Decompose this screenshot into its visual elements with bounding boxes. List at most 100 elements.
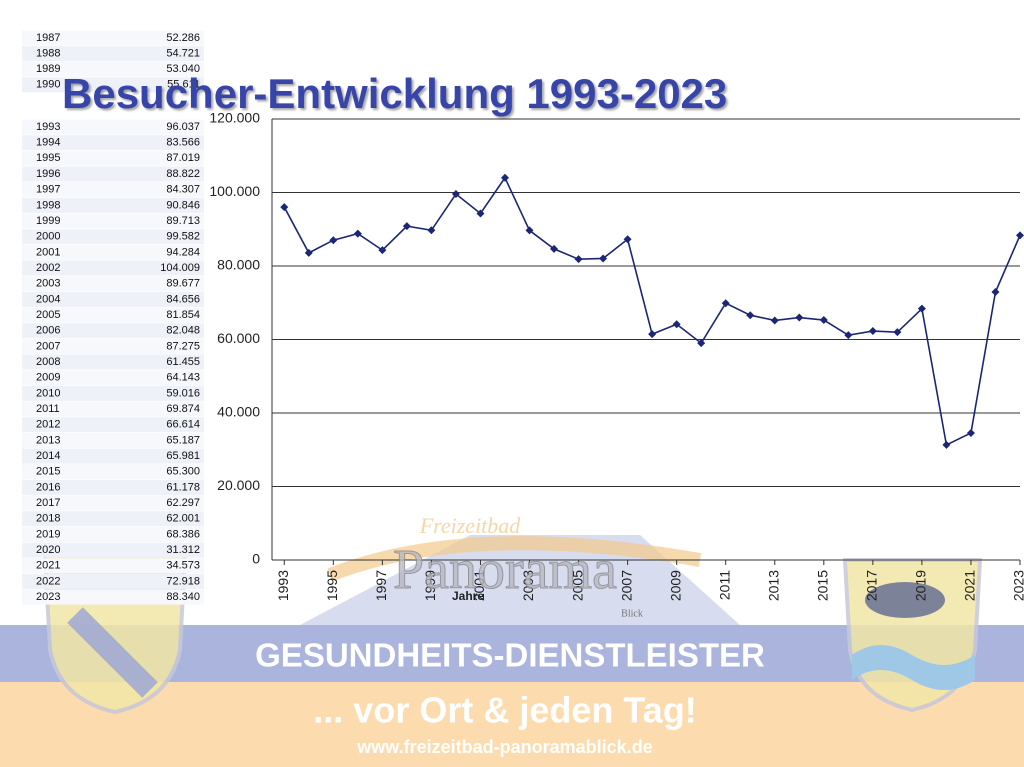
data-point [1016, 231, 1024, 240]
table-value: 34.573 [166, 560, 200, 572]
table-year: 2006 [36, 325, 60, 337]
table-year: 2016 [36, 481, 60, 493]
tagline: ... vor Ort & jeden Tag! [313, 690, 696, 731]
table-row [22, 307, 204, 323]
y-tick-label: 60.000 [217, 330, 260, 346]
table-value: 89.713 [166, 215, 200, 227]
table-year: 1998 [36, 199, 60, 211]
data-point [819, 316, 828, 325]
table-row [22, 401, 204, 417]
table-year: 2022 [36, 575, 60, 587]
x-tick-label: 2021 [962, 570, 978, 601]
table-row [22, 77, 204, 93]
table-row [22, 385, 204, 401]
logo-roof [300, 535, 740, 625]
table-value: 54.721 [166, 48, 200, 60]
x-tick-label: 2005 [569, 570, 585, 601]
table-year: 2019 [36, 528, 60, 540]
table-value: 94.284 [166, 246, 200, 258]
y-tick-label: 100.000 [209, 183, 260, 199]
table-year: 1995 [36, 152, 60, 164]
table-row [22, 276, 204, 292]
data-point [942, 440, 951, 449]
x-tick-label: 2011 [716, 570, 732, 600]
data-point [329, 236, 338, 245]
table-value: 59.016 [166, 387, 200, 399]
table-value: 96.037 [166, 121, 200, 133]
table-row [22, 542, 204, 558]
table-value: 55.611 [167, 79, 200, 91]
table-row [22, 182, 204, 198]
data-point [550, 244, 559, 253]
table-year: 2013 [36, 434, 60, 446]
x-tick-label: 2013 [765, 570, 781, 601]
table-value: 90.846 [166, 199, 200, 211]
table-value: 69.874 [166, 403, 200, 415]
table-value: 83.566 [166, 137, 200, 149]
table-year: 1997 [36, 184, 60, 196]
plot: 1987 52.286 1988 54.721 1989 53.040 1990 55.611… [22, 30, 1024, 605]
data-point [378, 246, 387, 255]
table-year: 2004 [36, 293, 60, 305]
table-value: 61.178 [166, 481, 200, 493]
x-tick-label: 2019 [913, 570, 929, 601]
table-row [22, 30, 204, 46]
data-point [721, 299, 730, 308]
chart-title: Besucher-Entwicklung 1993-2023 [62, 70, 727, 117]
table-year: 1990 [36, 79, 60, 91]
data-point [672, 320, 681, 329]
x-tick-label: 2023 [1011, 570, 1024, 601]
table-value: 61.455 [166, 356, 200, 368]
table-year: 2003 [36, 278, 60, 290]
table-value: 66.614 [166, 419, 200, 431]
y-tick-label: 80.000 [217, 257, 260, 273]
x-tick-label: 2017 [864, 570, 880, 601]
table-value: 87.275 [166, 340, 200, 352]
x-tick-label: 1999 [422, 570, 438, 601]
table-row [22, 573, 204, 589]
table-year: 2007 [36, 340, 60, 352]
data-point [844, 331, 853, 340]
data-point [427, 226, 436, 235]
data-point [623, 235, 632, 244]
logo-sub: Blick [621, 608, 643, 619]
table-year: 2023 [36, 591, 60, 603]
table-value: 84.656 [166, 293, 200, 305]
table-value: 64.143 [166, 372, 200, 384]
table-year: 2020 [36, 544, 60, 556]
table-value: 87.019 [166, 152, 200, 164]
logo-top: Freizeitbad [419, 513, 522, 538]
coat-of-arms-right [842, 558, 983, 713]
x-tick-label: 2007 [618, 570, 634, 601]
data-point [304, 248, 313, 257]
x-tick-label: 2003 [520, 570, 536, 601]
table-value: 65.981 [166, 450, 200, 462]
table-year: 1999 [36, 215, 60, 227]
table-year: 2014 [36, 450, 60, 462]
table-row [22, 479, 204, 495]
table-value: 65.300 [166, 466, 200, 478]
x-tick-label: 2015 [815, 570, 831, 601]
table-year: 2008 [36, 356, 60, 368]
data-point [574, 255, 583, 264]
table-value: 88.340 [166, 591, 200, 603]
data-line [283, 176, 1021, 447]
table-value: 99.582 [166, 231, 200, 243]
table-year: 2005 [36, 309, 60, 321]
table-year: 2009 [36, 372, 60, 384]
data-point [599, 254, 608, 263]
table-year: 2002 [36, 262, 60, 274]
table-year: 1988 [36, 48, 60, 60]
table-row [22, 229, 204, 245]
data-point [353, 229, 362, 238]
x-tick-label: 1997 [373, 570, 389, 601]
table-value: 65.187 [166, 434, 200, 446]
table-value: 89.677 [166, 278, 200, 290]
table-row [22, 291, 204, 307]
data-point [402, 222, 411, 231]
table-row [22, 495, 204, 511]
data-point [917, 304, 926, 313]
data-point [991, 288, 1000, 297]
